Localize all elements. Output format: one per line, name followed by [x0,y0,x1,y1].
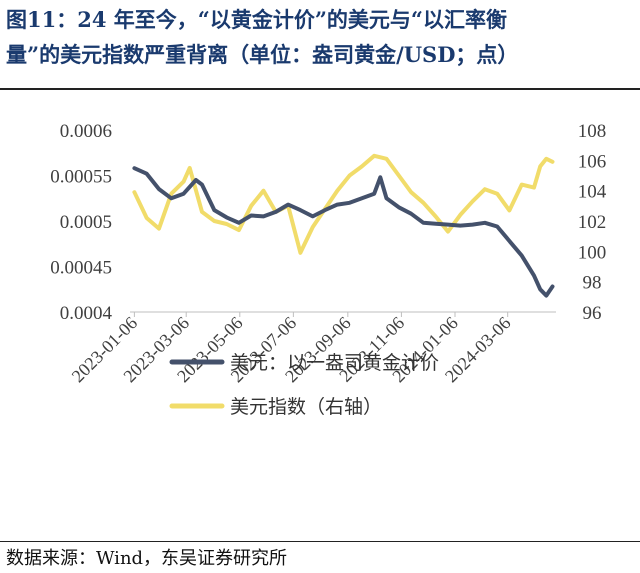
legend-label: 美元：以一盎司黄金计价 [230,352,439,374]
legend-label: 美元指数（右轴） [230,396,382,418]
title-divider [0,88,640,90]
left-y-tick-label: 0.00055 [50,167,112,188]
right-y-tick-label: 100 [578,242,607,263]
series-line-usd-in-gold [132,166,555,298]
right-y-tick-label: 96 [583,303,602,324]
left-y-tick-label: 0.0004 [60,303,113,324]
right-y-tick-label: 104 [578,182,607,203]
left-y-tick-label: 0.0005 [60,212,112,233]
right-y-tick-label: 102 [578,212,607,233]
chart-title: 图11：24 年至今，“以黄金计价”的美元与“以汇率衡 量”的美元指数严重背离（… [0,2,640,72]
dual-axis-line-chart: 0.0004 0.00045 0.0005 0.00055 0.0006 96 98 100 1… [50,121,607,418]
right-y-tick-label: 98 [583,273,602,294]
left-y-tick-label: 0.00045 [50,258,112,279]
chart-title-line-1: 图11：24 年至今，“以黄金计价”的美元与“以汇率衡 [6,7,507,32]
series-line-dollar-index [132,153,555,255]
source-divider [0,541,640,542]
left-y-tick-label: 0.0006 [60,121,112,142]
right-y-tick-label: 106 [578,151,607,172]
source-note: 数据来源：Wind，东吴证券研究所 [6,548,288,569]
right-y-tick-label: 108 [578,121,607,142]
chart-title-line-2: 量”的美元指数严重背离（单位：盎司黄金/USD；点） [6,42,519,67]
